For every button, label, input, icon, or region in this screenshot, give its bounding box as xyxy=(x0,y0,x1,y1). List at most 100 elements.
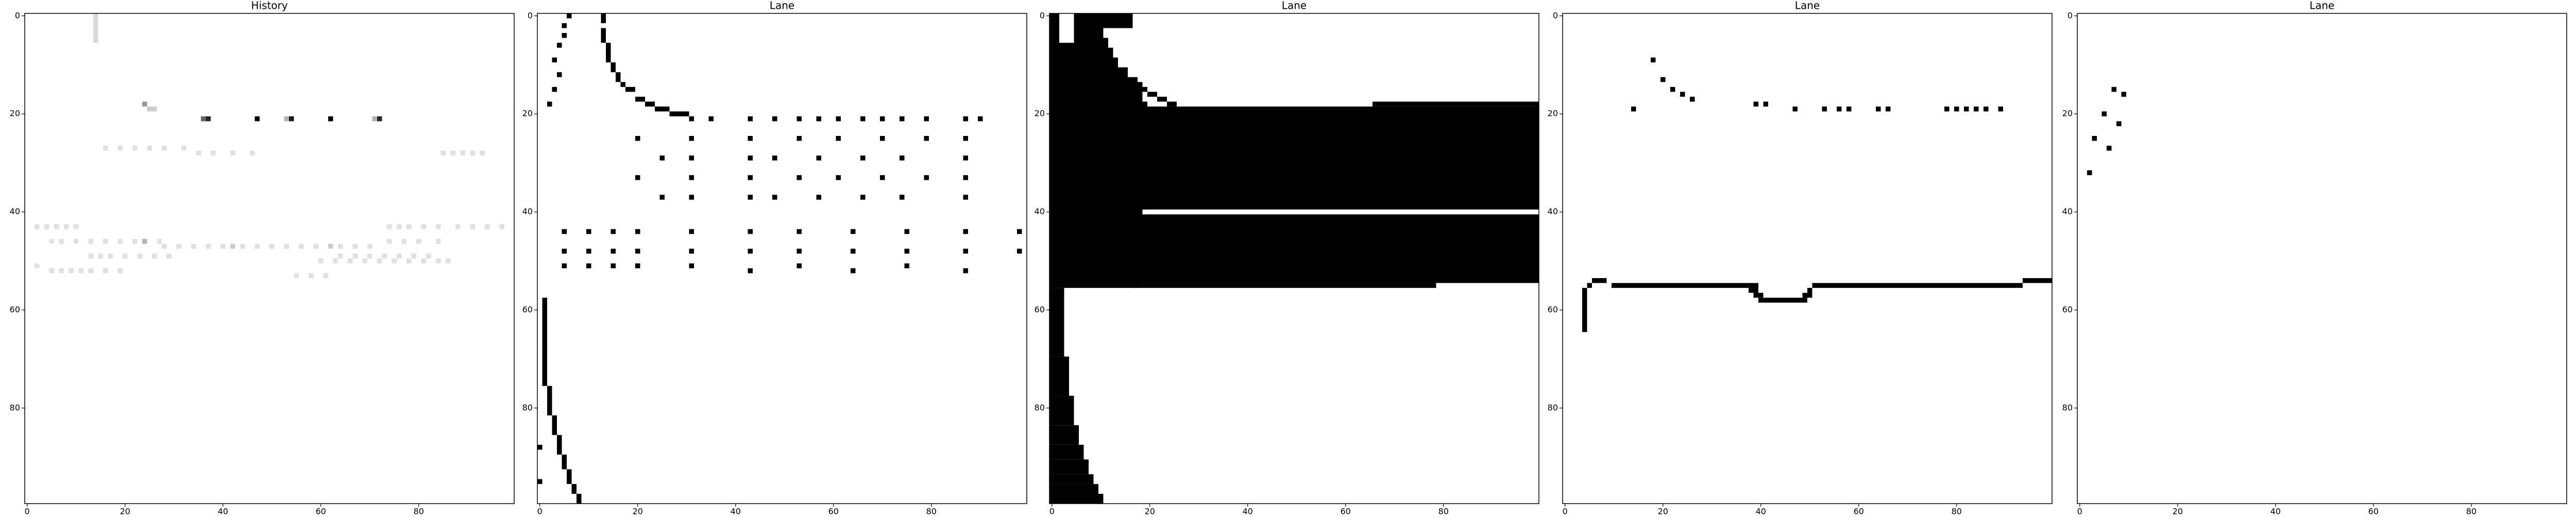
pixel-block xyxy=(748,248,753,254)
pixel-block xyxy=(1049,474,1094,484)
pixel-block xyxy=(900,156,905,161)
x-tick-label: 60 xyxy=(2368,507,2379,515)
pixel-block xyxy=(323,273,328,279)
x-tick-label: 80 xyxy=(1438,507,1449,515)
pixel-block xyxy=(221,244,226,249)
pixel-block xyxy=(152,253,157,258)
pixel-block xyxy=(74,224,79,229)
panel: History 0 20 40 60 80 0 20 40 60 80 xyxy=(10,0,515,516)
pixel-block xyxy=(440,150,446,156)
pixel-block xyxy=(74,238,79,244)
pixel-block xyxy=(206,116,211,122)
y-tick-label: 20 xyxy=(1035,109,1045,118)
pixel-block xyxy=(1974,106,1979,112)
pixel-block xyxy=(387,238,392,244)
pixel-block xyxy=(963,195,968,200)
x-tick-label: 40 xyxy=(218,507,228,515)
pixel-block xyxy=(352,244,358,249)
pixel-block xyxy=(552,87,557,92)
pixel-block xyxy=(567,469,572,484)
pixel-block xyxy=(88,238,93,244)
y-tick-label: 60 xyxy=(2062,304,2073,314)
pixel-block xyxy=(542,298,547,347)
pixel-block xyxy=(562,454,567,470)
y-tick-label: 0 xyxy=(2067,10,2073,20)
pixel-block xyxy=(748,229,753,234)
pixel-block xyxy=(436,258,441,264)
x-tick-label: 0 xyxy=(1049,507,1055,515)
pixel-block xyxy=(137,253,142,258)
x-tick-label: 20 xyxy=(2173,507,2183,515)
y-tick-label: 80 xyxy=(2062,403,2073,412)
pixel-block xyxy=(1763,101,1768,107)
pixel-block xyxy=(645,101,655,107)
pixel-block xyxy=(2102,111,2107,116)
pixel-block xyxy=(328,244,333,249)
pixel-block xyxy=(117,238,123,244)
y-tick-label: 0 xyxy=(1040,10,1045,20)
pixel-block xyxy=(372,116,377,122)
pixel-block xyxy=(201,116,206,122)
pixel-block xyxy=(586,229,591,234)
pixel-block xyxy=(562,33,567,38)
y-tick-label: 40 xyxy=(1035,206,1045,216)
pixel-block xyxy=(416,238,421,244)
pixel-block xyxy=(406,258,412,264)
pixel-block xyxy=(1680,92,1685,97)
pixel-block xyxy=(78,268,83,273)
pixel-block xyxy=(924,175,929,180)
y-tick-label: 80 xyxy=(522,403,533,412)
pixel-block xyxy=(147,146,152,151)
pixel-block xyxy=(557,72,562,77)
pixel-block xyxy=(1944,106,1950,112)
pixel-block xyxy=(455,224,461,229)
pixel-block xyxy=(900,116,905,122)
pixel-block xyxy=(309,273,314,279)
y-tick-label: 80 xyxy=(1548,403,1558,412)
pixel-block xyxy=(49,268,54,273)
y-tick-label: 20 xyxy=(522,109,533,118)
pixel-block xyxy=(328,116,333,122)
pixel-block xyxy=(1964,106,1969,112)
pixel-block xyxy=(796,248,802,254)
pixel-block xyxy=(611,263,616,269)
pixel-block xyxy=(562,23,567,28)
pixel-block xyxy=(382,253,387,258)
x-tick-label: 0 xyxy=(1563,507,1568,515)
x-tick-label: 40 xyxy=(1243,507,1253,515)
pixel-block xyxy=(816,156,821,161)
pixel-block xyxy=(963,136,968,141)
pixel-block xyxy=(900,195,905,200)
axes-frame xyxy=(1562,13,2053,504)
y-tick-label: 0 xyxy=(1553,10,1558,20)
pixel-block xyxy=(147,106,157,112)
pixel-block xyxy=(1147,92,1157,97)
y-tick-label: 40 xyxy=(10,206,20,216)
pixel-block xyxy=(880,116,885,122)
pixel-block xyxy=(406,224,412,229)
pixel-block xyxy=(1660,77,1666,82)
pixel-block xyxy=(659,195,665,200)
image-area xyxy=(2087,87,2126,176)
pixel-block xyxy=(117,146,123,151)
pixel-block xyxy=(635,175,640,180)
panel: Lane 0 20 40 60 80 0 20 40 60 80 xyxy=(1035,0,1539,516)
pixel-block xyxy=(796,116,802,122)
pixel-block xyxy=(796,175,802,180)
pixel-block xyxy=(669,111,689,116)
pixel-block xyxy=(1108,47,1113,288)
pixel-block xyxy=(880,136,885,141)
pixel-block xyxy=(191,244,196,249)
pixel-block xyxy=(1118,67,1128,288)
panel-title: Lane xyxy=(1795,0,1820,12)
x-tick-label: 0 xyxy=(537,507,543,515)
pixel-block xyxy=(1059,43,1074,288)
axes-frame xyxy=(537,13,1027,504)
pixel-block xyxy=(1049,13,1059,288)
pixel-block xyxy=(748,116,753,122)
pixel-block xyxy=(103,238,108,244)
panel-title: Lane xyxy=(1282,0,1307,12)
pixel-block xyxy=(117,268,123,273)
